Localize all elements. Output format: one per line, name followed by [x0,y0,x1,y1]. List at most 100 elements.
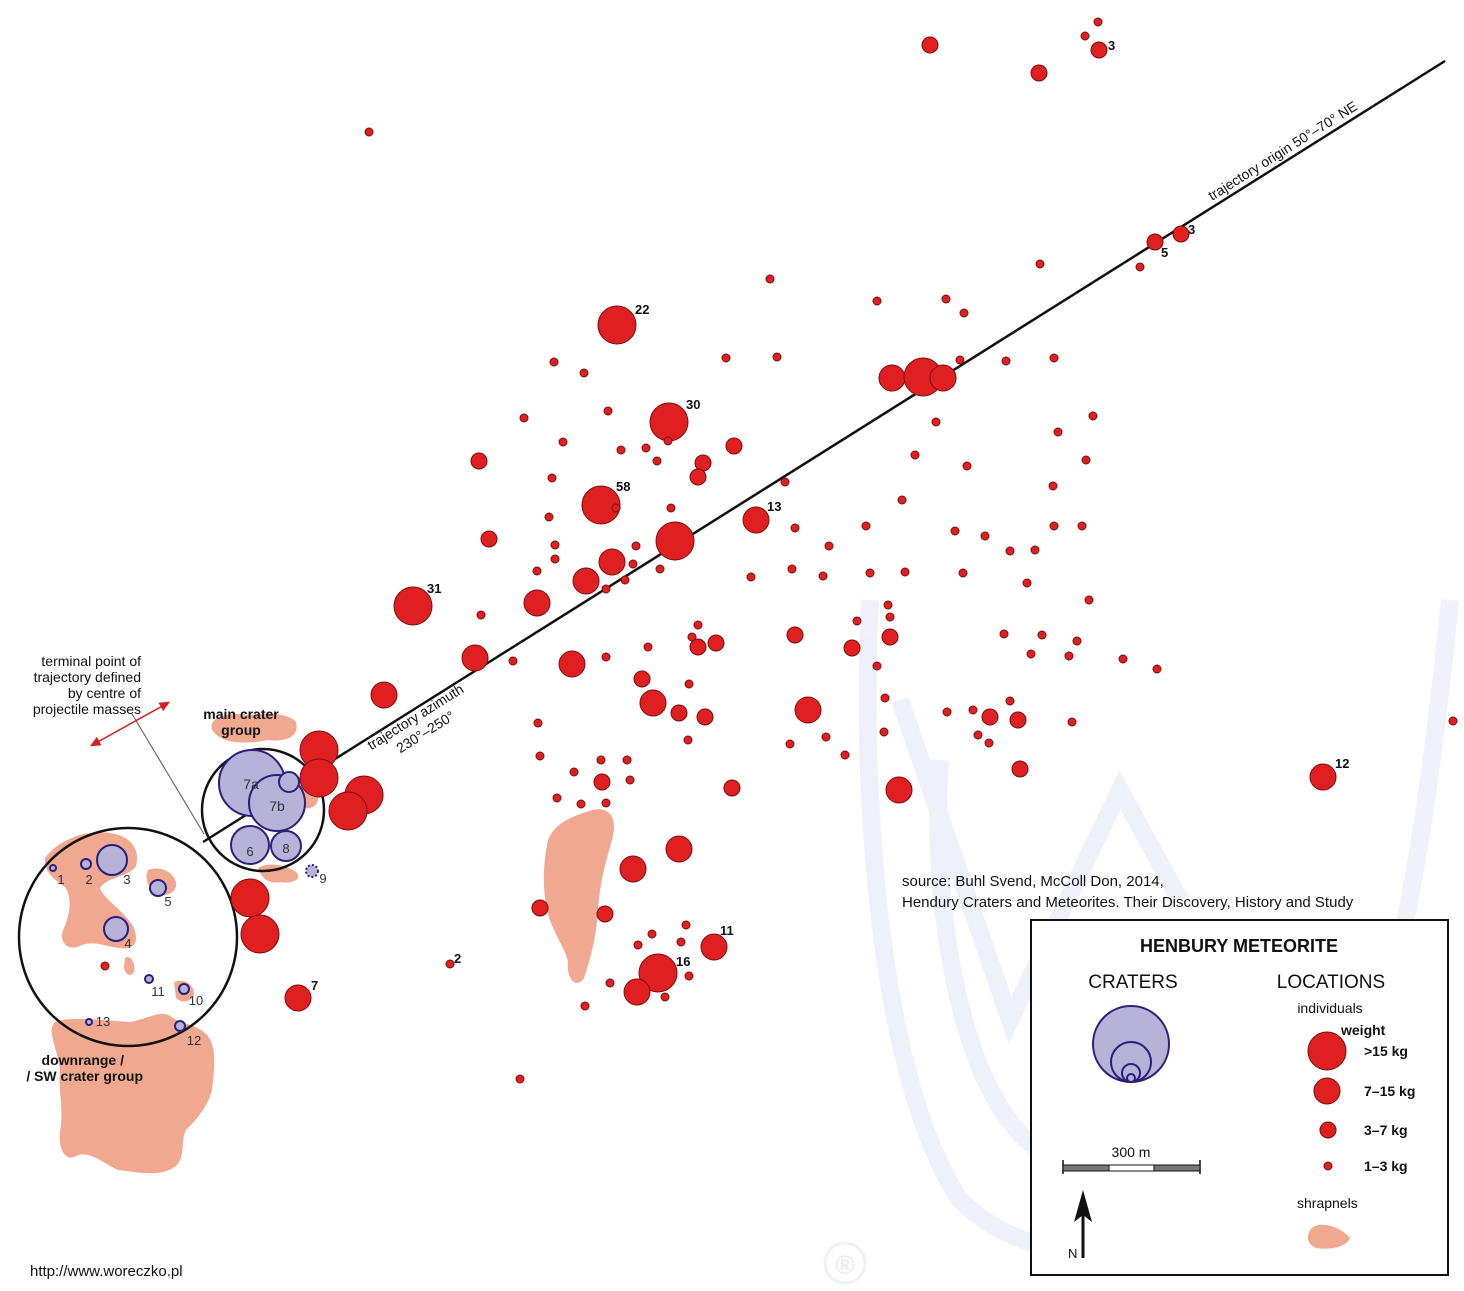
legend-dot-3-7 [1319,1121,1337,1139]
meteorite-find [1077,521,1087,531]
meteorite-find [1037,630,1047,640]
meteorite-find [968,705,978,715]
weight-label: 16 [676,954,690,969]
meteorite-find [707,634,725,652]
crater-10 [178,983,190,995]
meteorite-find [840,750,850,760]
meteorite-find [1030,545,1040,555]
meteorite-find [544,512,554,522]
meteorite-find [721,353,731,363]
crater-label: 4 [124,936,131,951]
legend-weight-classes: >15 kg 7–15 kg 3–7 kg 1–3 kg [1364,1043,1415,1174]
meteorite-find [625,775,635,785]
weight-label: 22 [635,302,649,317]
meteorite-find [786,626,804,644]
meteorite-find [693,620,703,630]
meteorite-find [1093,17,1103,27]
svg-text:by centre of: by centre of [68,685,141,701]
meteorite-find [683,735,693,745]
meteorite-find [1011,760,1029,778]
meteorite-find [1067,717,1077,727]
terminal-point-range-arrow [89,701,171,747]
weight-label: 30 [686,397,700,412]
meteorite-find [941,294,951,304]
meteorite-find [1172,225,1190,243]
north-arrow-icon [1074,1190,1092,1258]
legend-crater-symbol [1092,1005,1170,1083]
meteorite-find [647,929,657,939]
crater-label: 2 [85,872,92,887]
crater-label: 7a [243,776,259,792]
meteorite-find [865,568,875,578]
meteorite-find [328,791,368,831]
meteorite-find [515,1074,525,1084]
weight-label: 3 [1108,38,1115,53]
meteorite-find [1090,41,1108,59]
meteorite-find [1146,233,1164,251]
meteorite-find [794,696,822,724]
meteorite-find [955,355,965,365]
meteorite-find [1088,411,1098,421]
meteorite-find [872,296,882,306]
meteorite-find [1009,711,1027,729]
meteorite-find [638,953,678,993]
meteorite-find [623,978,651,1006]
meteorite-find [550,540,560,550]
meteorite-find [508,656,518,666]
meteorite-find [818,571,828,581]
legend-locations-heading: LOCATIONS [1277,972,1385,993]
crater-4 [103,916,129,942]
site-url[interactable]: http://www.woreczko.pl [30,1263,183,1280]
meteorite-find [1005,546,1015,556]
meteorite-find [643,642,653,652]
shrapnel-area-long [543,809,614,983]
meteorite-find [393,586,433,626]
meteorite-find [572,567,600,595]
meteorite-find [593,773,611,791]
meteorite-find [670,704,688,722]
meteorite-find [824,541,834,551]
shrapnel-area-sw-3 [124,957,135,975]
downrange-group-label: downrange / / SW crater group [26,1052,143,1084]
crater-label: 8 [282,841,289,856]
meteorite-find [579,368,589,378]
meteorite-find [999,629,1009,639]
meteorite-find [959,308,969,318]
meteorite-find [742,506,770,534]
meteorite-find [284,984,312,1012]
legend-individuals-label: individuals [1297,1000,1362,1016]
meteorite-find [622,755,632,765]
meteorite-find [785,739,795,749]
meteorite-find [535,751,545,761]
sw-crater-group-circle [17,826,239,1048]
meteorite-find [663,436,673,446]
meteorite-find [950,526,960,536]
meteorite-find [746,572,756,582]
terminal-point-label: terminal point of trajectory defined by … [33,653,141,717]
meteorite-find [569,767,579,777]
meteorite-find [1072,636,1082,646]
weight-label: 11 [720,923,734,938]
crater-labels: 7a 7b 6 8 9 1 2 3 5 4 11 10 13 12 [57,776,326,1048]
meteorite-find [843,639,861,657]
weight-label: 3 [1188,222,1195,237]
meteorite-find [1118,654,1128,664]
meteorite-find [550,554,560,564]
meteorite-find [652,456,662,466]
legend-box [1030,919,1449,1276]
legend-weight-label: weight [1340,1022,1386,1038]
meteorite-find [1049,521,1059,531]
meteorite-find [620,575,630,585]
meteorite-find [723,779,741,797]
legend-dot-gt15 [1307,1031,1347,1071]
meteorite-find [852,616,862,626]
crater-label: 12 [187,1033,201,1048]
meteorite-find [981,708,999,726]
meteorite-find [1030,64,1048,82]
crater-8 [270,830,302,862]
legend-shrapnels-label: shrapnels [1297,1195,1358,1211]
meteorite-find [601,798,611,808]
weight-label: 2 [454,951,461,966]
meteorite-find [1152,664,1162,674]
